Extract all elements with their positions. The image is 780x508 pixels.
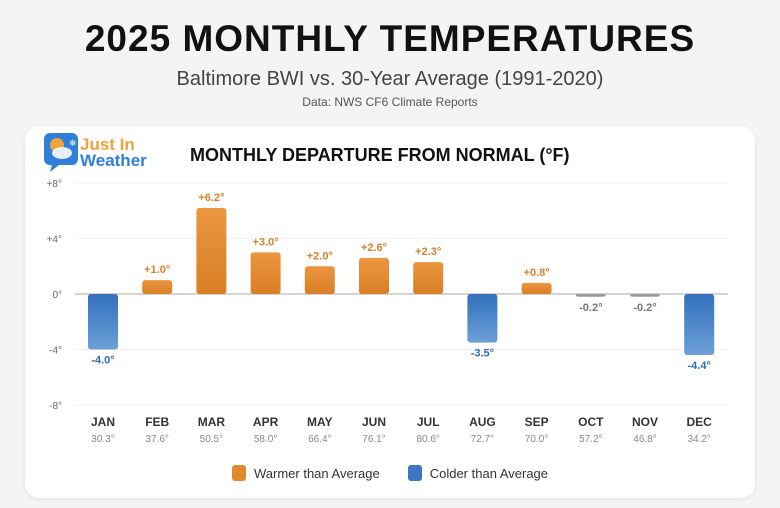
average-temp-label: 50.5°: [200, 434, 223, 445]
bar-oct: [575, 294, 606, 297]
y-tick-label: -4°: [49, 346, 62, 357]
chart-title: MONTHLY DEPARTURE FROM NORMAL (°F): [190, 145, 570, 165]
x-tick-label: NOV: [632, 415, 658, 429]
bar-jul: [413, 262, 444, 294]
colder-swatch: [407, 465, 422, 481]
data-label: -0.2°: [633, 302, 656, 314]
bar-feb: [142, 280, 173, 294]
legend-warmer: Warmer than Average: [231, 465, 380, 481]
x-tick-label: JUL: [417, 415, 440, 429]
bar-jun: [359, 257, 389, 294]
average-temp-label: 76.1°: [362, 434, 385, 445]
data-label: -4.4°: [688, 360, 711, 372]
weather-logo-icon: ❄: [44, 133, 78, 172]
x-tick-label: JAN: [91, 415, 115, 429]
average-temp-label: 80.6°: [416, 434, 439, 445]
average-temp-label: 34.2°: [687, 434, 710, 445]
average-temp-label: 57.2°: [579, 434, 602, 445]
bar-dec: [684, 294, 715, 356]
logo-line1: Just In: [80, 135, 135, 154]
x-tick-label: JUN: [362, 415, 386, 429]
svg-text:❄: ❄: [69, 138, 77, 148]
warmer-swatch: [231, 465, 246, 481]
bar-nov: [630, 294, 660, 297]
bar-may: [304, 266, 335, 294]
data-label: +1.0°: [144, 264, 170, 276]
logo-text: Just In Weather: [80, 135, 147, 170]
average-temp-label: 70.0°: [525, 434, 548, 445]
page-title: 2025 MONTHLY TEMPERATURES: [84, 18, 696, 59]
chart-legend: Warmer than Average Colder than Average: [0, 465, 780, 481]
x-tick-label: MAY: [307, 415, 333, 429]
x-tick-label: AUG: [469, 415, 496, 429]
average-temp-label: 37.6°: [145, 434, 168, 445]
bar-sep: [521, 282, 552, 294]
average-temp-label: 72.7°: [471, 434, 494, 445]
y-tick-label: +8°: [47, 179, 62, 190]
chart-card: [25, 126, 755, 498]
x-tick-label: FEB: [145, 415, 169, 429]
average-temp-label: 58.0°: [254, 434, 277, 445]
x-tick-label: OCT: [578, 415, 604, 429]
data-label: +2.0°: [307, 250, 333, 262]
page-subtitle: Baltimore BWI vs. 30-Year Average (1991-…: [176, 68, 604, 90]
bar-jan: [88, 294, 118, 350]
x-tick-label: APR: [253, 415, 279, 429]
x-tick-label: MAR: [198, 415, 226, 429]
legend-colder: Colder than Average: [407, 465, 549, 481]
y-tick-label: -8°: [49, 401, 62, 412]
y-tick-label: +4°: [47, 235, 62, 246]
logo-line2: Weather: [80, 151, 147, 170]
average-temp-label: 46.8°: [633, 434, 656, 445]
bar-mar: [196, 207, 227, 294]
legend-colder-label: Colder than Average: [429, 465, 549, 481]
data-label: -3.5°: [471, 348, 494, 360]
y-tick-label: 0°: [52, 290, 62, 301]
x-tick-label: SEP: [525, 415, 549, 429]
bar-apr: [250, 252, 281, 294]
x-tick-label: DEC: [687, 415, 713, 429]
data-label: +0.8°: [524, 267, 550, 279]
data-label: +2.6°: [361, 242, 387, 254]
data-label: +6.2°: [198, 192, 224, 204]
average-temp-label: 30.3°: [91, 434, 114, 445]
data-label: +2.3°: [415, 246, 441, 258]
legend-warmer-label: Warmer than Average: [253, 465, 380, 481]
data-label: -0.2°: [579, 302, 602, 314]
data-label: -4.0°: [91, 355, 114, 367]
bar-aug: [467, 294, 498, 343]
data-source: Data: NWS CF6 Climate Reports: [302, 95, 478, 109]
data-label: +3.0°: [253, 236, 279, 248]
average-temp-label: 66.4°: [308, 434, 331, 445]
